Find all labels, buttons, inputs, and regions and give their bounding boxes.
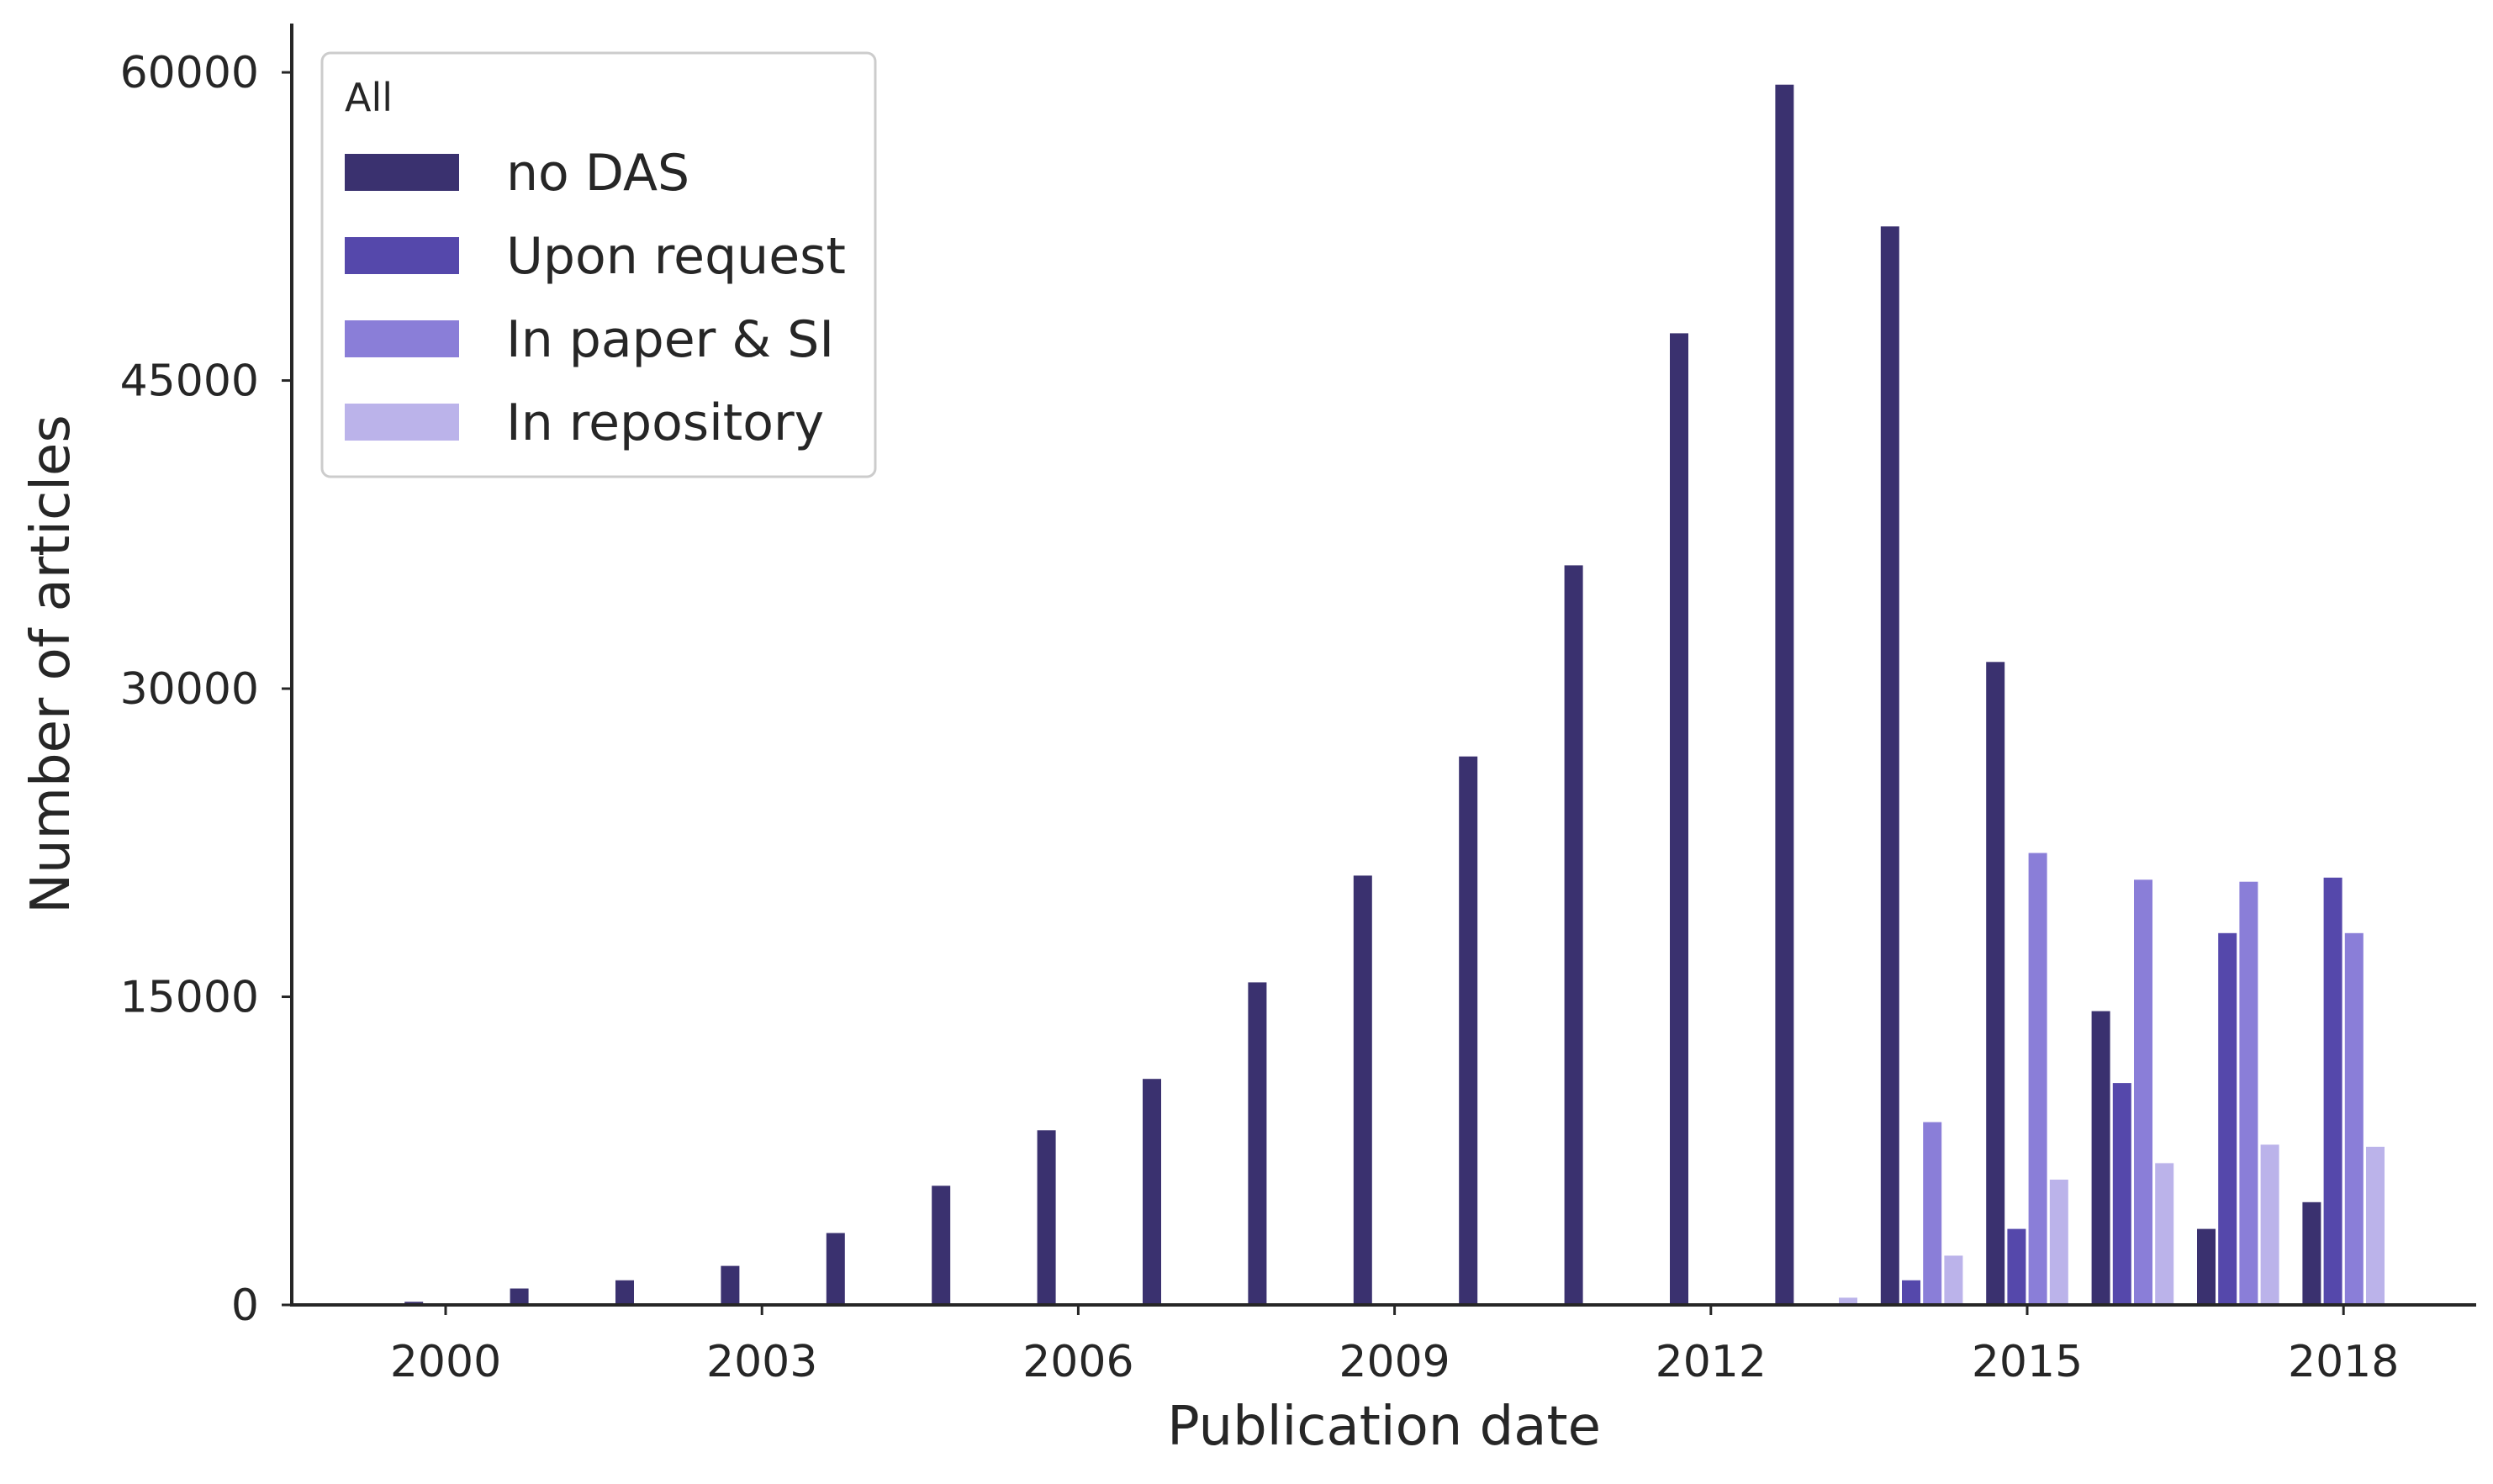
legend-swatch (345, 404, 459, 441)
bar-no-das-2005 (932, 1186, 951, 1305)
y-tick-label: 0 (231, 1281, 259, 1331)
y-tick-label: 60000 (120, 48, 259, 98)
bar-no-das-2012 (1670, 333, 1688, 1305)
x-tick-labels: 2000 2003 2006 2009 2012 2015 2018 (390, 1305, 2399, 1387)
bar-no-das-2018 (2302, 1201, 2321, 1305)
x-tick-label: 2003 (706, 1337, 817, 1387)
bar-no-das-2015 (1986, 662, 2005, 1305)
bar-no-das-2013 (1775, 84, 1794, 1306)
bar-upon-request-2017 (2218, 932, 2237, 1305)
legend: All no DAS Upon request In paper & SI In re… (320, 51, 877, 478)
bar-upon-request-2015 (2007, 1228, 2026, 1305)
y-axis-title: Number of articles (20, 415, 82, 914)
y-tick-label: 15000 (120, 973, 259, 1023)
bar-no-das-2014 (1880, 226, 1899, 1305)
y-tick-label: 30000 (120, 664, 259, 715)
bar-in-repository-2017 (2260, 1144, 2279, 1305)
x-tick-label: 2018 (2288, 1337, 2399, 1387)
bar-no-das-2001 (510, 1288, 529, 1305)
y-tick-labels: 0 15000 30000 45000 60000 (120, 48, 292, 1331)
legend-items: no DAS Upon request In paper & SI In reposi… (345, 144, 846, 452)
legend-swatch (345, 320, 459, 357)
y-tick-label: 45000 (120, 356, 259, 407)
bar-no-das-2006 (1037, 1130, 1056, 1305)
bar-no-das-2009 (1353, 875, 1372, 1305)
bar-in-repository-2016 (2155, 1163, 2174, 1305)
bar-no-das-2007 (1143, 1079, 1161, 1305)
bar-upon-request-2018 (2323, 877, 2342, 1305)
x-tick-label: 2009 (1339, 1337, 1450, 1387)
bar-no-das-2003 (721, 1265, 740, 1305)
bar-in-paper-si-2015 (2028, 853, 2047, 1305)
x-tick-label: 2015 (1972, 1337, 2083, 1387)
legend-swatch (345, 237, 459, 274)
bar-upon-request-2016 (2112, 1083, 2131, 1305)
legend-title: All (345, 75, 393, 120)
bar-in-paper-si-2014 (1923, 1122, 1942, 1305)
bar-in-repository-2013 (1839, 1297, 1857, 1305)
bar-no-das-2010 (1459, 756, 1478, 1305)
legend-label: no DAS (506, 144, 689, 203)
bar-in-repository-2018 (2366, 1146, 2385, 1305)
x-tick-label: 2006 (1022, 1337, 1133, 1387)
bar-no-das-2016 (2091, 1011, 2110, 1305)
bar-no-das-2008 (1248, 982, 1267, 1305)
bar-no-das-2011 (1564, 565, 1583, 1305)
legend-label: In repository (506, 393, 824, 452)
bar-in-repository-2014 (1944, 1255, 1963, 1305)
bar-in-paper-si-2017 (2239, 881, 2258, 1305)
x-tick-label: 2012 (1656, 1337, 1767, 1387)
bar-no-das-2002 (615, 1280, 634, 1305)
legend-label: Upon request (506, 227, 846, 286)
bar-in-paper-si-2016 (2134, 879, 2152, 1305)
x-axis-title: Publication date (1167, 1396, 1601, 1458)
legend-swatch (345, 154, 459, 191)
bar-no-das-2004 (826, 1233, 845, 1305)
bar-upon-request-2014 (1902, 1280, 1920, 1305)
bar-no-das-2017 (2197, 1228, 2216, 1305)
legend-label: In paper & SI (506, 310, 834, 369)
x-tick-label: 2000 (390, 1337, 501, 1387)
bar-in-paper-si-2018 (2344, 932, 2364, 1305)
bar-in-repository-2015 (2049, 1180, 2068, 1305)
bars-layer (404, 84, 2385, 1306)
legend-frame (320, 51, 877, 478)
